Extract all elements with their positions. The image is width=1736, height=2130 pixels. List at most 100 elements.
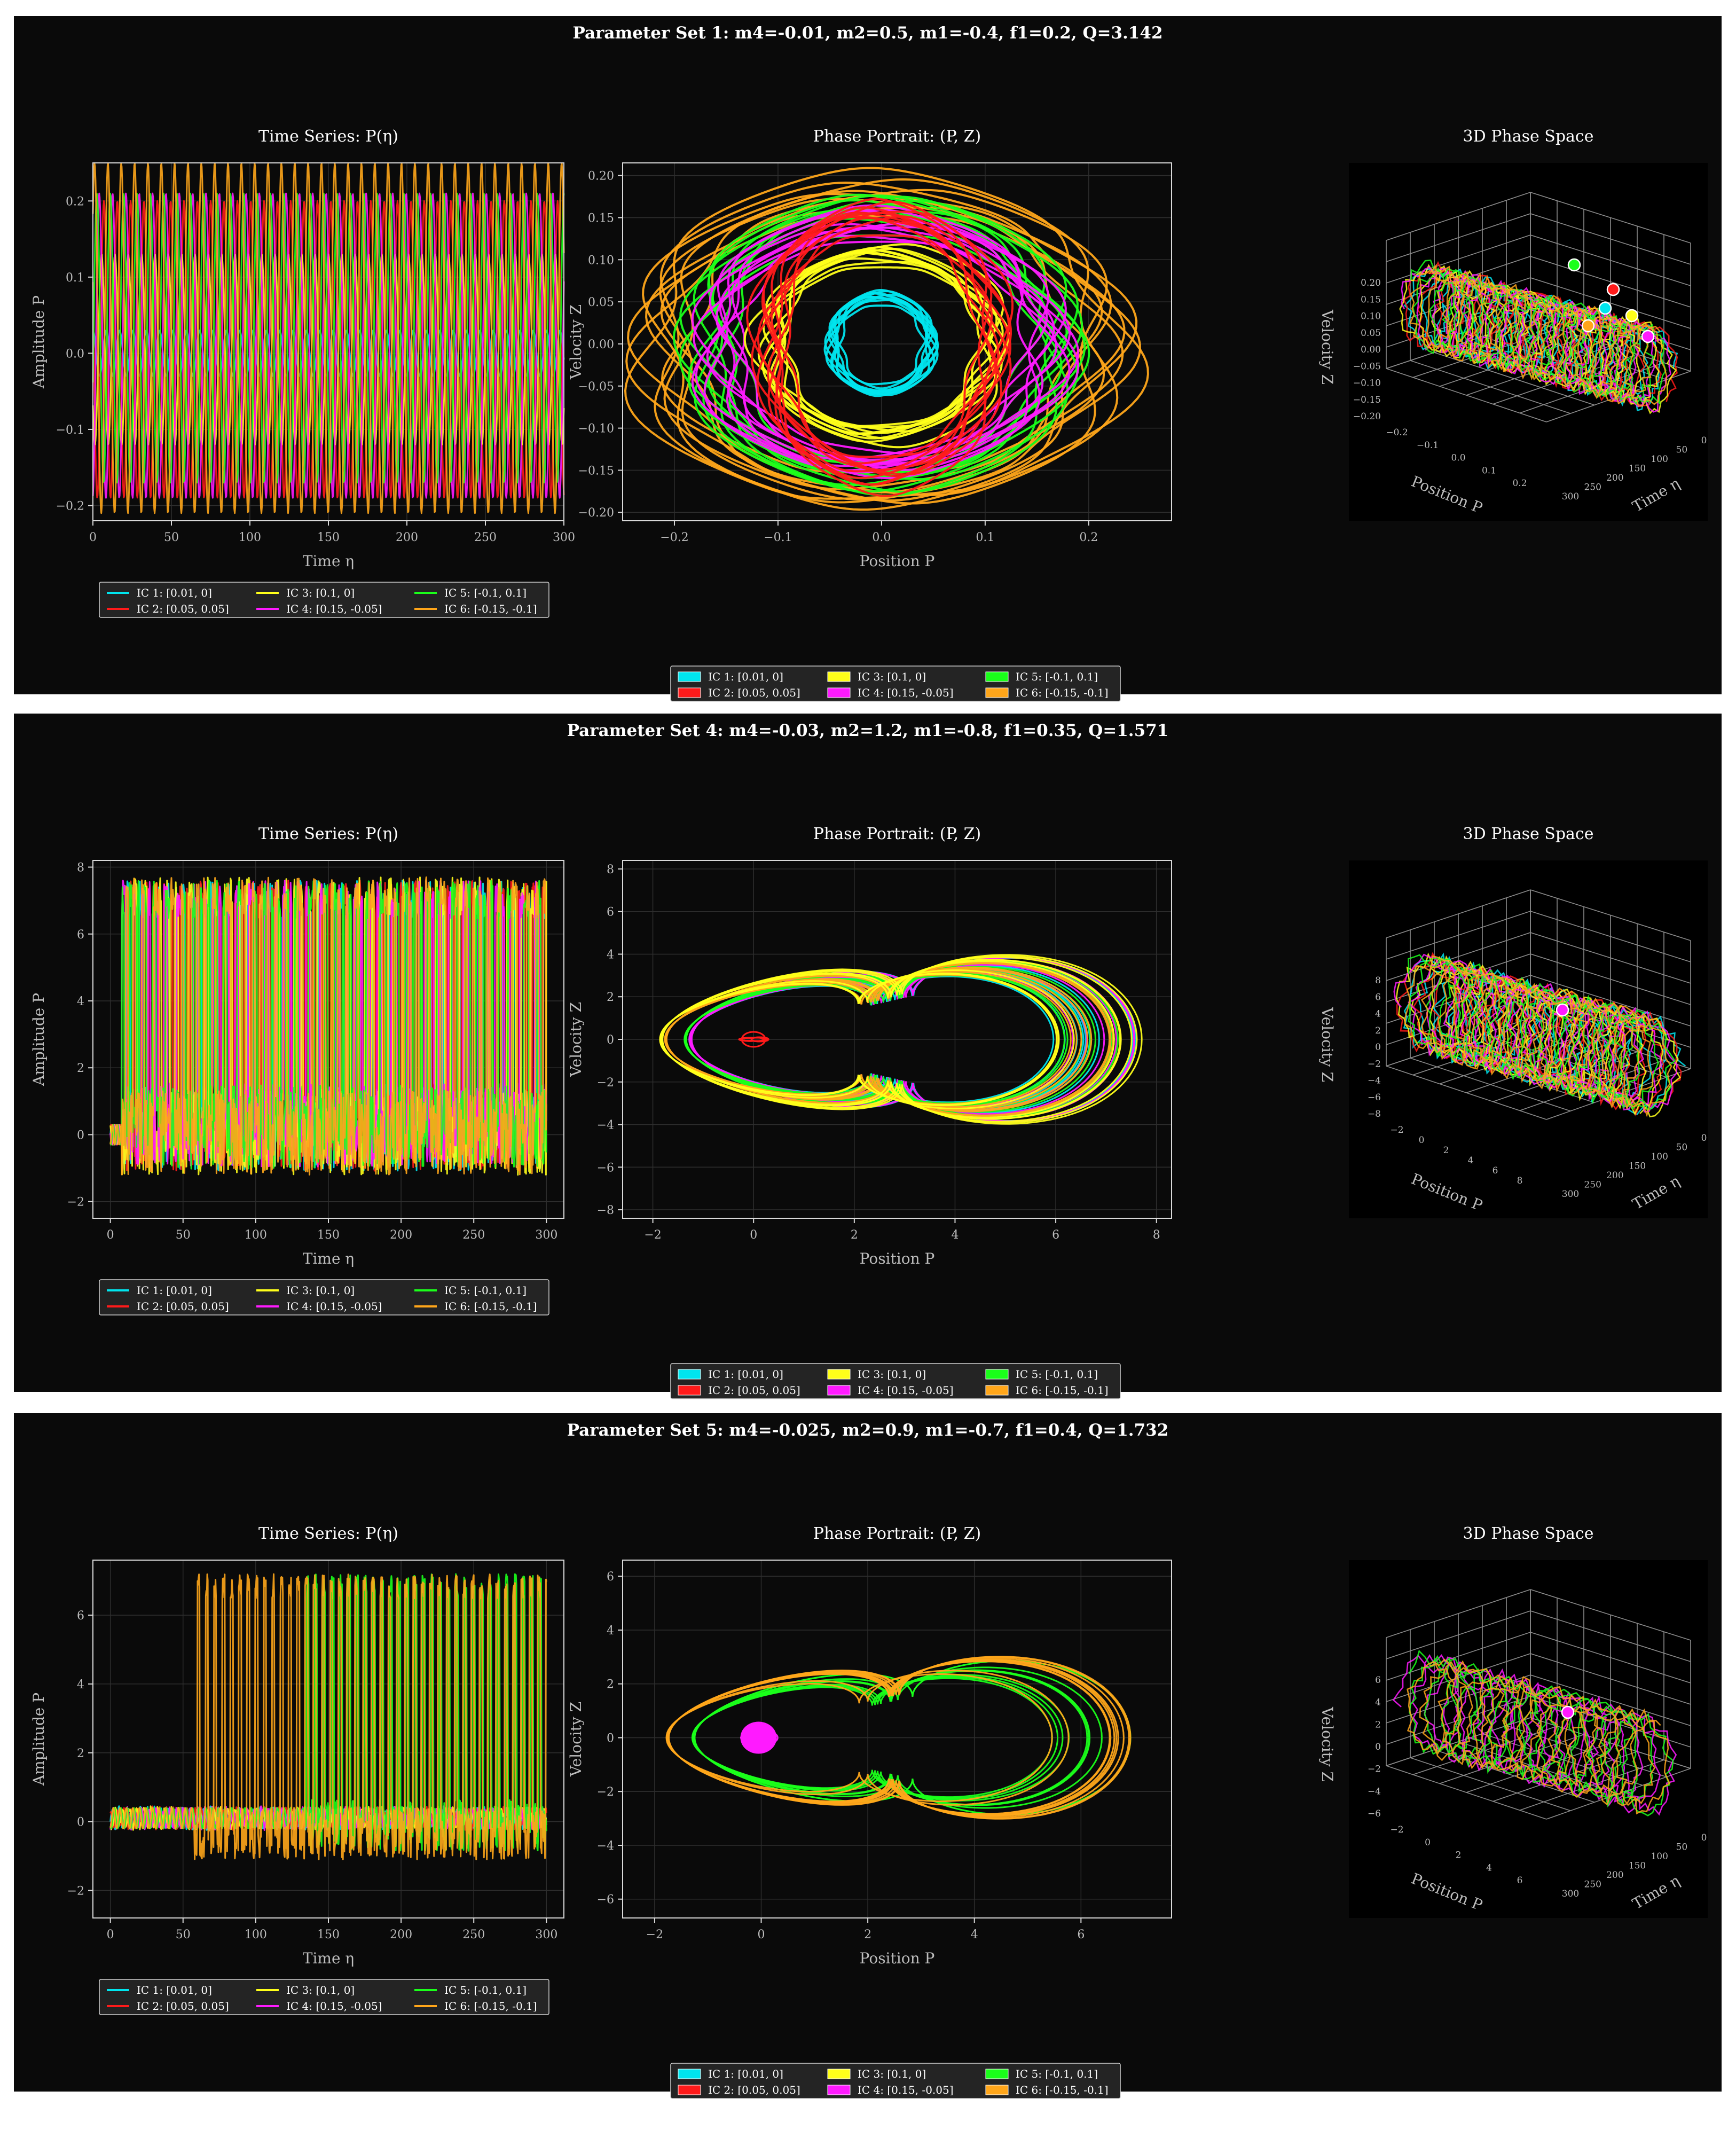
legend-swatch-ic3 (827, 671, 851, 682)
legend-label: IC 3: [0.1, 0] (858, 1368, 926, 1381)
p-tick-label: −0.2 (1386, 427, 1408, 438)
time-series-chart: 0 50 100 150 200 250 300 −2 0 2 4 6 8 Time Series: P(… (30, 825, 564, 1315)
panel-title: Parameter Set 4: m4=-0.03, m2=1.2, m1=-0… (567, 721, 1169, 740)
phase-trajectory (679, 210, 1079, 497)
t-tick-label: 250 (1584, 1180, 1601, 1191)
legend-label: IC 1: [0.01, 0] (137, 1284, 212, 1297)
y-tick-label: −2 (597, 1076, 614, 1090)
t-tick-label: 100 (1651, 1152, 1668, 1162)
y-tick-label: 4 (77, 1678, 84, 1692)
y-tick-label: 8 (607, 863, 614, 876)
x-tick-label: 0.1 (976, 531, 994, 544)
p-tick-label: 4 (1468, 1155, 1474, 1166)
x-tick-label: 50 (176, 1228, 191, 1242)
parameter-set-panel: Parameter Set 4: m4=-0.03, m2=1.2, m1=-0… (14, 714, 1722, 1399)
x-tick-label: −0.2 (660, 531, 688, 544)
x-tick-label: 150 (317, 1928, 340, 1941)
x-tick-label: 6 (1077, 1928, 1085, 1941)
chart-title: Time Series: P(η) (258, 1524, 398, 1543)
chart-title: Time Series: P(η) (258, 825, 398, 843)
initial-condition-marker (1561, 1705, 1575, 1719)
y-tick-label: 2 (77, 1062, 84, 1075)
x-tick-label: 0 (107, 1228, 114, 1242)
phase-portrait-chart: −2 0 2 4 6 8 −8 −6 −4 −2 0 2 4 6 8 Phase Portrait: (P, … (567, 825, 1172, 1399)
x-tick-label: 2 (851, 1228, 858, 1242)
3d-trajectory-ic6 (1409, 264, 1668, 407)
legend-swatch-ic2 (678, 1385, 701, 1396)
x-tick-label: 6 (1052, 1228, 1059, 1242)
legend-label: IC 5: [-0.1, 0.1] (444, 586, 527, 599)
parameter-set-panel: Parameter Set 5: m4=-0.025, m2=0.9, m1=-… (14, 1413, 1722, 2099)
x-tick-label: −2 (644, 1228, 661, 1242)
x-tick-label: 8 (1153, 1228, 1160, 1242)
p-tick-label: 4 (1486, 1862, 1492, 1873)
legend-label: IC 4: [0.15, -0.05] (858, 686, 954, 699)
initial-condition-marker (1581, 319, 1595, 333)
x-tick-label: 150 (317, 531, 340, 544)
y-tick-label: 6 (77, 928, 84, 942)
phase-trajectory (672, 200, 1067, 494)
y-tick-label: −0.2 (56, 499, 84, 513)
phase-series-ic2 (746, 198, 1014, 497)
x-tick-label: 4 (971, 1928, 978, 1941)
legend-label: IC 5: [-0.1, 0.1] (1016, 670, 1098, 683)
phase-trajectory (659, 973, 1059, 1106)
t-tick-label: 0 (1701, 435, 1707, 446)
legend-label: IC 2: [0.05, 0.05] (137, 1300, 229, 1313)
z-tick-label: 0.20 (1361, 278, 1381, 288)
legend-swatch-ic2 (678, 687, 701, 698)
phase-trajectory (694, 1659, 1132, 1816)
initial-condition-marker (1606, 283, 1620, 296)
p-tick-label: −2 (1390, 1824, 1403, 1835)
y-tick-label: −2 (67, 1196, 84, 1209)
y-tick-label: −2 (597, 1786, 614, 1799)
legend-swatch-ic1 (678, 671, 701, 682)
chart-title: 3D Phase Space (1463, 1524, 1594, 1543)
x-tick-label: −2 (646, 1928, 663, 1941)
phase-trajectory (834, 297, 931, 386)
legend-label: IC 2: [0.05, 0.05] (137, 2000, 229, 2012)
t-tick-label: 150 (1629, 464, 1646, 474)
y-tick-label: −6 (597, 1893, 614, 1907)
x-tick-label: 250 (474, 531, 497, 544)
y-tick-label: 0 (77, 1129, 84, 1142)
x-tick-label: 150 (317, 1228, 340, 1242)
t-tick-label: 150 (1629, 1161, 1646, 1172)
legend-time-series: IC 1: [0.01, 0] IC 2: [0.05, 0.05] IC 3: [… (99, 1979, 549, 2015)
phase-series-ic3 (659, 954, 1143, 1125)
t-tick-label: 300 (1562, 491, 1579, 502)
y-tick-label: −4 (597, 1119, 614, 1132)
legend-label: IC 5: [-0.1, 0.1] (1016, 2068, 1098, 2080)
y-tick-label: −0.20 (578, 506, 614, 520)
legend-label: IC 6: [-0.15, -0.1] (444, 2000, 537, 2012)
phase-trajectory (757, 215, 993, 477)
3d-z-axis-label: Velocity Z (1318, 1007, 1336, 1082)
z-tick-label: −0.20 (1353, 411, 1381, 422)
phase-trajectory (767, 212, 998, 458)
3d-trajectory-ic6 (1407, 1658, 1671, 1815)
phase-trajectory (666, 1670, 1070, 1806)
phase-trajectory (691, 204, 1080, 467)
t-tick-label: 150 (1629, 1861, 1646, 1871)
phase-series-ic6 (665, 1656, 1132, 1820)
legend-swatch-ic4 (827, 1385, 851, 1396)
p-tick-label: 8 (1517, 1176, 1523, 1186)
x-tick-label: 300 (535, 1228, 557, 1242)
legend-label: IC 6: [-0.15, -0.1] (1016, 1384, 1109, 1397)
plot-frame (622, 860, 1172, 1219)
x-tick-label: 100 (245, 1928, 267, 1941)
x-tick-label: 100 (239, 531, 261, 544)
x-tick-label: 100 (245, 1228, 267, 1242)
p-tick-label: 0 (1419, 1135, 1425, 1146)
legend-label: IC 5: [-0.1, 0.1] (444, 1284, 527, 1297)
y-tick-label: 0.2 (66, 195, 84, 208)
legend-phase-portrait: IC 1: [0.01, 0] IC 2: [0.05, 0.05] IC 3: [… (670, 665, 1121, 702)
y-axis-label: Velocity Z (567, 1002, 585, 1077)
legend-label: IC 2: [0.05, 0.05] (708, 686, 800, 699)
initial-condition-marker (1556, 1003, 1569, 1017)
x-tick-label: 2 (864, 1928, 871, 1941)
legend-label: IC 3: [0.1, 0] (286, 1284, 355, 1297)
y-axis-label: Velocity Z (567, 304, 585, 380)
